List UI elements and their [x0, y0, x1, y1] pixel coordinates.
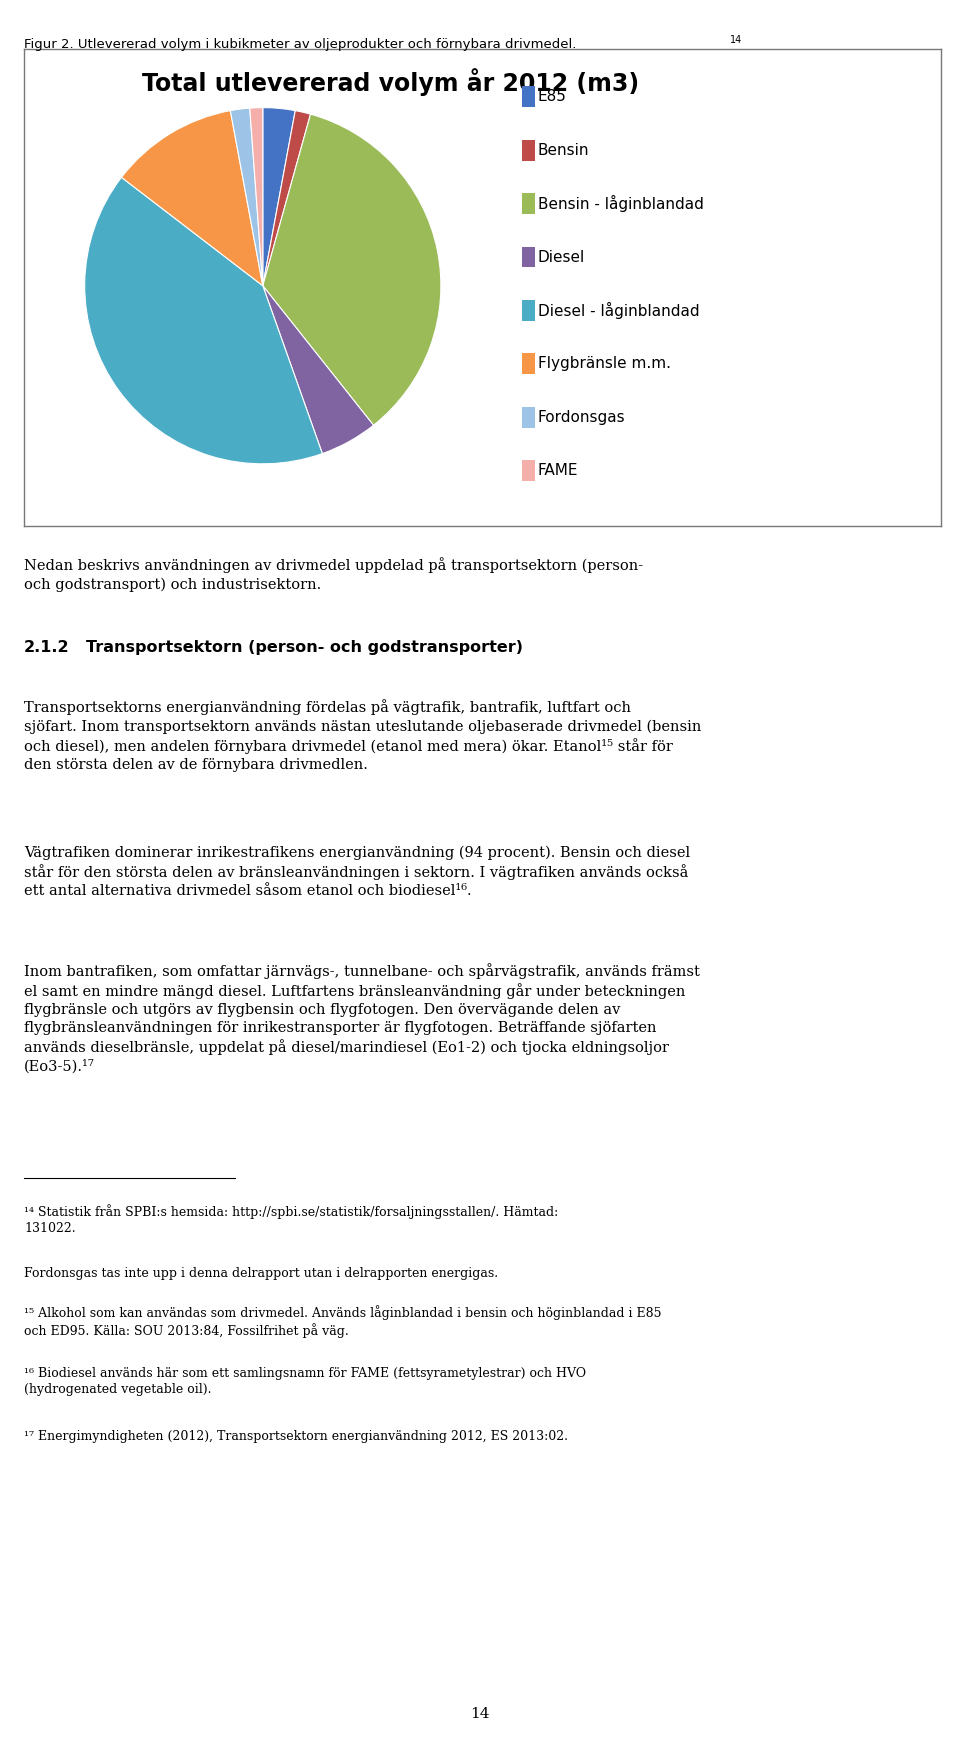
- Text: Flygbränsle m.m.: Flygbränsle m.m.: [538, 356, 671, 372]
- Bar: [522, 140, 535, 161]
- Text: Bensin: Bensin: [538, 142, 589, 158]
- Text: Diesel - låginblandad: Diesel - låginblandad: [538, 302, 700, 319]
- Wedge shape: [230, 109, 263, 286]
- Bar: [522, 193, 535, 214]
- Wedge shape: [263, 114, 441, 426]
- Bar: [522, 407, 535, 428]
- Text: 14: 14: [470, 1707, 490, 1721]
- Text: E85: E85: [538, 89, 566, 105]
- Text: 2.1.2: 2.1.2: [24, 640, 70, 656]
- Bar: [522, 300, 535, 321]
- Wedge shape: [263, 107, 296, 286]
- Text: Transportsektorns energianvändning fördelas på vägtrafik, bantrafik, luftfart oc: Transportsektorns energianvändning förde…: [24, 699, 702, 771]
- Text: Diesel: Diesel: [538, 249, 586, 265]
- Text: Transportsektorn (person- och godstransporter): Transportsektorn (person- och godstransp…: [86, 640, 523, 656]
- Text: Total utlevererad volym år 2012 (m3): Total utlevererad volym år 2012 (m3): [142, 68, 639, 96]
- Bar: [522, 247, 535, 268]
- Text: Vägtrafiken dominerar inrikestrafikens energianvändning (94 procent). Bensin och: Vägtrafiken dominerar inrikestrafikens e…: [24, 845, 690, 898]
- Wedge shape: [263, 286, 373, 454]
- Text: ¹⁶ Biodiesel används här som ett samlingsnamn för FAME (fettsyrametylestrar) och: ¹⁶ Biodiesel används här som ett samling…: [24, 1367, 587, 1397]
- Text: FAME: FAME: [538, 463, 579, 479]
- Wedge shape: [250, 107, 263, 286]
- Text: Nedan beskrivs användningen av drivmedel uppdelad på transportsektorn (person-
o: Nedan beskrivs användningen av drivmedel…: [24, 557, 643, 593]
- Text: Bensin - låginblandad: Bensin - låginblandad: [538, 195, 704, 212]
- Bar: [522, 86, 535, 107]
- Wedge shape: [122, 110, 263, 286]
- Text: Inom bantrafiken, som omfattar järnvägs-, tunnelbane- och spårvägstrafik, använd: Inom bantrafiken, som omfattar järnvägs-…: [24, 962, 700, 1073]
- Text: ¹⁷ Energimyndigheten (2012), Transportsektorn energianvändning 2012, ES 2013:02.: ¹⁷ Energimyndigheten (2012), Transportse…: [24, 1430, 568, 1443]
- Text: Figur 2. Utlevererad volym i kubikmeter av oljeprodukter och förnybara drivmedel: Figur 2. Utlevererad volym i kubikmeter …: [24, 39, 576, 51]
- Wedge shape: [263, 110, 310, 286]
- Text: Fordonsgas tas inte upp i denna delrapport utan i delrapporten energigas.: Fordonsgas tas inte upp i denna delrappo…: [24, 1267, 498, 1280]
- Bar: [522, 461, 535, 480]
- Bar: [522, 354, 535, 373]
- Text: ¹⁵ Alkohol som kan användas som drivmedel. Används låginblandad i bensin och hög: ¹⁵ Alkohol som kan användas som drivmede…: [24, 1304, 661, 1338]
- Wedge shape: [84, 177, 323, 465]
- Text: ¹⁴ Statistik från SPBI:s hemsida: http://spbi.se/statistik/forsaljningsstallen/.: ¹⁴ Statistik från SPBI:s hemsida: http:/…: [24, 1204, 559, 1236]
- Text: 14: 14: [730, 35, 742, 46]
- Text: Fordonsgas: Fordonsgas: [538, 410, 626, 424]
